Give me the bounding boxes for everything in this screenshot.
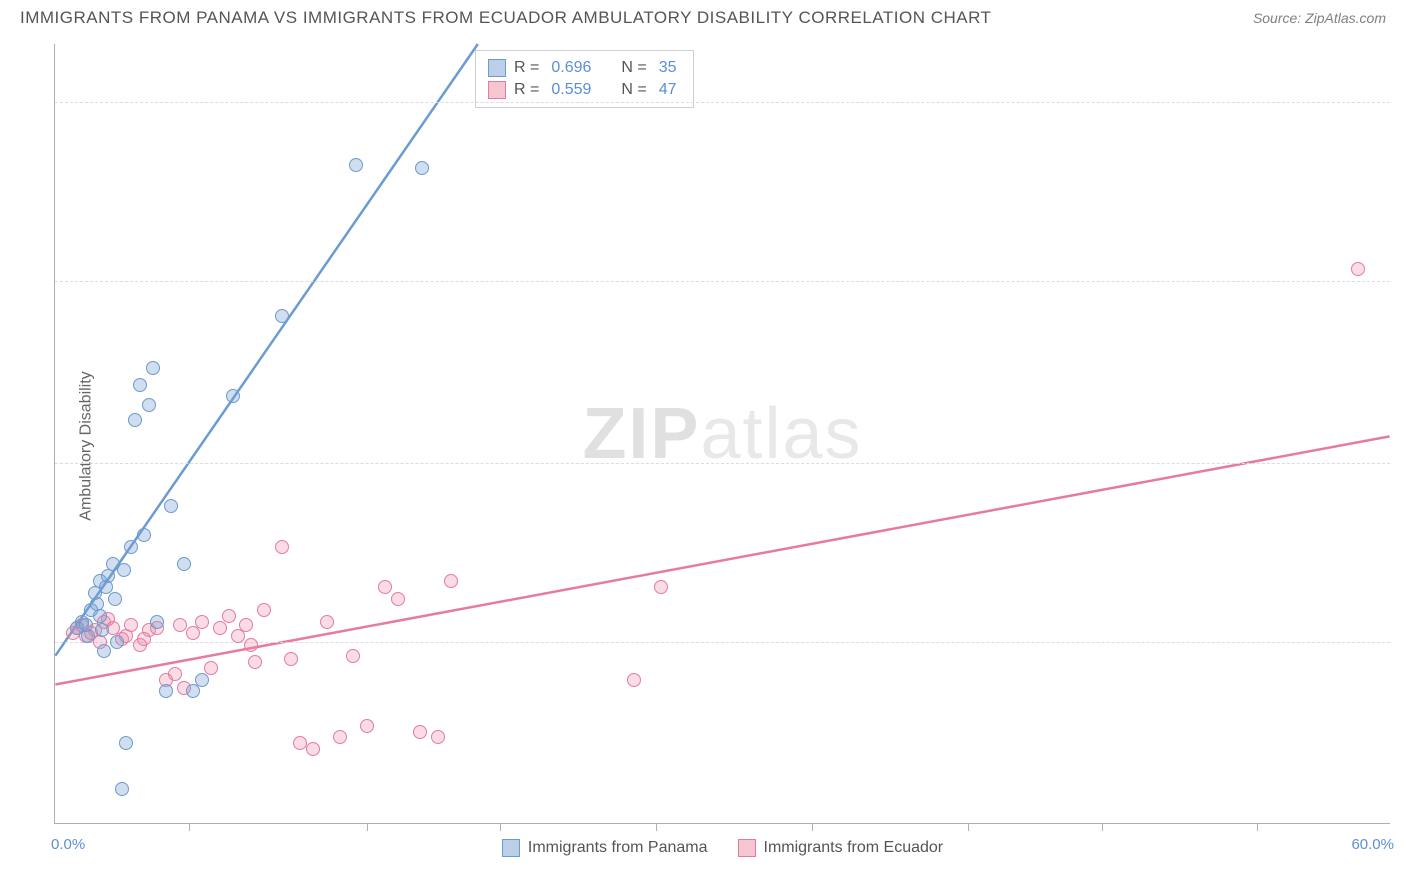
legend-swatch-blue-icon bbox=[502, 839, 520, 857]
data-point bbox=[293, 736, 307, 750]
data-point bbox=[186, 684, 200, 698]
data-point bbox=[248, 655, 262, 669]
data-point bbox=[168, 667, 182, 681]
x-tick bbox=[189, 823, 190, 831]
data-point bbox=[378, 580, 392, 594]
source-name: ZipAtlas.com bbox=[1305, 10, 1386, 26]
data-point bbox=[239, 618, 253, 632]
stats-row-pink: R = 0.559 N = 47 bbox=[488, 79, 681, 101]
data-point bbox=[195, 673, 209, 687]
legend-item-pink: Immigrants from Ecuador bbox=[738, 839, 944, 857]
n-label: N = bbox=[621, 59, 646, 77]
data-point bbox=[128, 413, 142, 427]
data-point bbox=[1351, 262, 1365, 276]
data-point bbox=[164, 499, 178, 513]
data-point bbox=[146, 361, 160, 375]
n-label2: N = bbox=[621, 81, 646, 99]
data-point bbox=[119, 736, 133, 750]
source-prefix: Source: bbox=[1253, 10, 1305, 26]
data-point bbox=[431, 730, 445, 744]
bottom-legend: Immigrants from Panama Immigrants from E… bbox=[55, 839, 1390, 857]
swatch-pink-icon bbox=[488, 81, 506, 99]
data-point bbox=[110, 635, 124, 649]
n-value-blue: 35 bbox=[659, 59, 677, 77]
data-point bbox=[333, 730, 347, 744]
data-point bbox=[186, 626, 200, 640]
x-tick bbox=[367, 823, 368, 831]
source-attribution: Source: ZipAtlas.com bbox=[1253, 10, 1386, 26]
data-point bbox=[627, 673, 641, 687]
data-point bbox=[195, 615, 209, 629]
data-point bbox=[226, 389, 240, 403]
chart-plot-area: ZIPatlas R = 0.696 N = 35 R = 0.559 N = … bbox=[54, 44, 1390, 824]
data-point bbox=[79, 618, 93, 632]
legend-label-pink: Immigrants from Ecuador bbox=[764, 839, 944, 857]
data-point bbox=[97, 644, 111, 658]
r-value-blue: 0.696 bbox=[551, 59, 591, 77]
data-point bbox=[257, 603, 271, 617]
data-point bbox=[275, 540, 289, 554]
header-bar: IMMIGRANTS FROM PANAMA VS IMMIGRANTS FRO… bbox=[0, 0, 1406, 32]
swatch-blue-icon bbox=[488, 59, 506, 77]
data-point bbox=[142, 398, 156, 412]
data-point bbox=[213, 621, 227, 635]
data-point bbox=[346, 649, 360, 663]
r-value-pink: 0.559 bbox=[551, 81, 591, 99]
chart-title: IMMIGRANTS FROM PANAMA VS IMMIGRANTS FRO… bbox=[20, 8, 991, 28]
data-point bbox=[275, 309, 289, 323]
x-tick bbox=[968, 823, 969, 831]
data-point bbox=[150, 615, 164, 629]
data-point bbox=[244, 638, 258, 652]
grid-line bbox=[55, 463, 1390, 464]
data-point bbox=[415, 161, 429, 175]
data-point bbox=[413, 725, 427, 739]
data-point bbox=[360, 719, 374, 733]
data-point bbox=[137, 528, 151, 542]
data-point bbox=[117, 563, 131, 577]
data-point bbox=[231, 629, 245, 643]
data-point bbox=[349, 158, 363, 172]
data-point bbox=[124, 540, 138, 554]
x-tick bbox=[1257, 823, 1258, 831]
legend-item-blue: Immigrants from Panama bbox=[502, 839, 708, 857]
data-point bbox=[320, 615, 334, 629]
data-point bbox=[177, 557, 191, 571]
trend-lines-svg bbox=[55, 44, 1390, 823]
x-tick bbox=[656, 823, 657, 831]
data-point bbox=[115, 782, 129, 796]
legend-label-blue: Immigrants from Panama bbox=[528, 839, 708, 857]
legend-swatch-pink-icon bbox=[738, 839, 756, 857]
data-point bbox=[391, 592, 405, 606]
stats-row-blue: R = 0.696 N = 35 bbox=[488, 57, 681, 79]
x-tick bbox=[1102, 823, 1103, 831]
data-point bbox=[108, 592, 122, 606]
data-point bbox=[306, 742, 320, 756]
correlation-stats-box: R = 0.696 N = 35 R = 0.559 N = 47 bbox=[475, 50, 694, 108]
r-label2: R = bbox=[514, 81, 539, 99]
data-point bbox=[284, 652, 298, 666]
data-point bbox=[654, 580, 668, 594]
data-point bbox=[95, 623, 109, 637]
x-tick bbox=[812, 823, 813, 831]
grid-line bbox=[55, 102, 1390, 103]
grid-line bbox=[55, 281, 1390, 282]
data-point bbox=[159, 684, 173, 698]
data-point bbox=[444, 574, 458, 588]
data-point bbox=[133, 378, 147, 392]
x-tick bbox=[500, 823, 501, 831]
data-point bbox=[137, 632, 151, 646]
data-point bbox=[90, 597, 104, 611]
n-value-pink: 47 bbox=[659, 81, 677, 99]
data-point bbox=[222, 609, 236, 623]
data-point bbox=[173, 618, 187, 632]
r-label: R = bbox=[514, 59, 539, 77]
